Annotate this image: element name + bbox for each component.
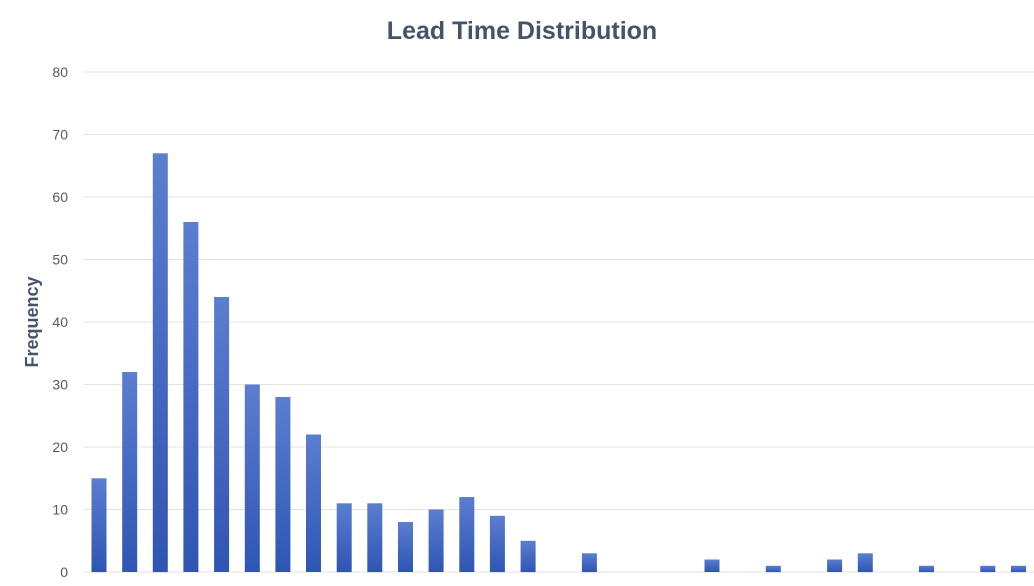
bar-11 [398,522,413,572]
bar-31 [1011,565,1026,573]
y-axis-ticks: 0 10 20 30 40 50 60 70 80 [52,64,68,580]
bar-30 [980,565,996,573]
y-tick-label-0: 0 [60,564,68,580]
bar-9 [336,503,352,573]
bar-8 [306,434,321,572]
bar-17 [581,553,597,573]
bar-25 [827,559,843,572]
bar-4 [183,222,199,572]
bars [91,153,1026,573]
grid-lines [84,71,1034,573]
bar-6 [244,384,260,572]
y-tick-label-70: 70 [52,127,68,143]
y-tick-label-30: 30 [52,377,68,393]
bar-13 [459,497,475,572]
bar-1 [91,478,107,573]
bar-23 [765,565,781,573]
bar-15 [520,540,536,573]
y-tick-label-50: 50 [52,252,68,268]
chart-title: Lead Time Distribution [387,17,657,45]
y-tick-label-20: 20 [52,439,68,455]
bar-28 [919,565,934,573]
bar-7 [275,397,291,572]
y-axis-label: Frequency [22,276,42,367]
y-tick-label-40: 40 [52,314,68,330]
y-tick-label-10: 10 [52,502,68,518]
bar-5 [214,297,230,572]
bar-2 [122,372,138,572]
bar-26 [857,553,873,573]
bar-3 [152,153,168,573]
bar-21 [704,559,720,572]
bar-10 [367,503,383,573]
y-tick-label-60: 60 [52,189,68,205]
y-tick-label-80: 80 [52,64,68,80]
bar-12 [428,509,444,572]
bar-14 [489,515,505,573]
